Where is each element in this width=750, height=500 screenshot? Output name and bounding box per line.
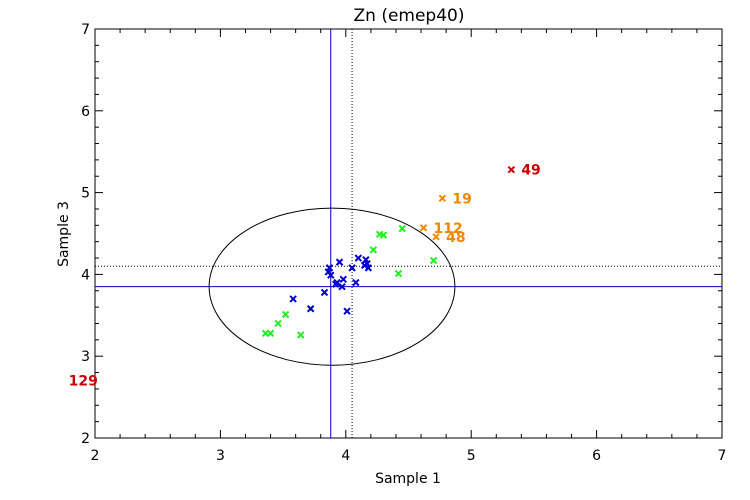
x-tick-label: 2 — [91, 448, 100, 464]
y-tick-label: 2 — [81, 431, 90, 447]
point-stroke — [266, 329, 275, 338]
reference-lines — [95, 29, 722, 438]
point-stroke — [394, 269, 403, 278]
data-point-blue — [327, 271, 335, 279]
data-point-blue — [348, 264, 356, 272]
point-stroke — [320, 288, 329, 297]
plot-frame — [94, 28, 723, 439]
axis-ticks: 2 3 4 5 6 7 2 3 4 5 6 7 — [81, 22, 726, 464]
x-tick-label: 5 — [467, 448, 476, 464]
data-point-blue — [364, 264, 373, 272]
point-label: 48 — [446, 230, 465, 246]
point-stroke — [335, 258, 344, 266]
point-label: 129 — [69, 374, 98, 390]
point-stroke — [438, 194, 447, 203]
data-point-green — [274, 319, 282, 328]
y-tick-label: 4 — [81, 267, 90, 283]
data-point-blue — [306, 305, 315, 313]
y-tick-label: 3 — [81, 349, 90, 365]
data-point-orange — [438, 194, 447, 203]
point-label: 112 — [434, 221, 463, 237]
data-point-blue — [325, 264, 334, 272]
point-stroke — [369, 246, 378, 254]
data-point-blue — [343, 307, 351, 315]
point-stroke — [379, 231, 388, 239]
point-stroke — [354, 254, 363, 262]
chart-title: Zn (emep40) — [354, 6, 465, 26]
data-point-blue — [352, 278, 360, 287]
data-point-green — [281, 310, 290, 319]
y-tick-label: 5 — [81, 186, 90, 202]
confidence-ellipse-group — [208, 207, 456, 366]
data-point-blue — [320, 288, 329, 297]
data-point-orange — [419, 224, 428, 232]
data-point-orange — [432, 233, 440, 241]
x-tick-label: 4 — [341, 448, 350, 464]
point-stroke — [327, 271, 335, 279]
x-tick-label: 6 — [592, 448, 601, 464]
confidence-ellipse — [208, 207, 456, 366]
y-tick-label: 7 — [81, 22, 90, 38]
data-point-green — [429, 256, 438, 265]
data-point-red — [507, 165, 516, 174]
point-stroke — [348, 264, 356, 272]
point-stroke — [364, 264, 373, 272]
data-point-blue — [338, 282, 346, 291]
point-stroke — [274, 319, 282, 328]
point-stroke — [289, 295, 297, 303]
point-stroke — [352, 278, 360, 287]
data-points — [261, 165, 516, 339]
data-point-blue — [289, 295, 297, 303]
data-point-green — [369, 246, 378, 254]
point-stroke — [296, 331, 305, 339]
point-stroke — [419, 224, 428, 232]
x-tick-label: 7 — [718, 448, 727, 464]
point-stroke — [306, 305, 315, 313]
y-tick-label: 6 — [81, 104, 90, 120]
point-stroke — [343, 307, 351, 315]
point-label: 19 — [452, 191, 471, 207]
point-stroke — [398, 224, 406, 233]
data-point-blue — [354, 254, 363, 262]
data-point-blue — [335, 258, 344, 266]
point-stroke — [432, 233, 440, 241]
point-stroke — [325, 264, 334, 272]
data-point-green — [266, 329, 275, 338]
data-point-blue — [339, 275, 347, 284]
data-point-green — [296, 331, 305, 339]
y-axis-label: Sample 3 — [56, 201, 72, 267]
point-label: 49 — [521, 163, 540, 179]
point-stroke — [507, 165, 516, 174]
point-stroke — [338, 282, 346, 291]
point-stroke — [339, 275, 347, 284]
point-stroke — [429, 256, 438, 265]
point-stroke — [281, 310, 290, 319]
point-stroke — [333, 278, 341, 287]
data-point-green — [394, 269, 403, 278]
x-tick-label: 3 — [216, 448, 225, 464]
data-point-green — [398, 224, 406, 233]
x-axis-label: Sample 1 — [375, 471, 441, 487]
data-point-green — [379, 231, 388, 239]
